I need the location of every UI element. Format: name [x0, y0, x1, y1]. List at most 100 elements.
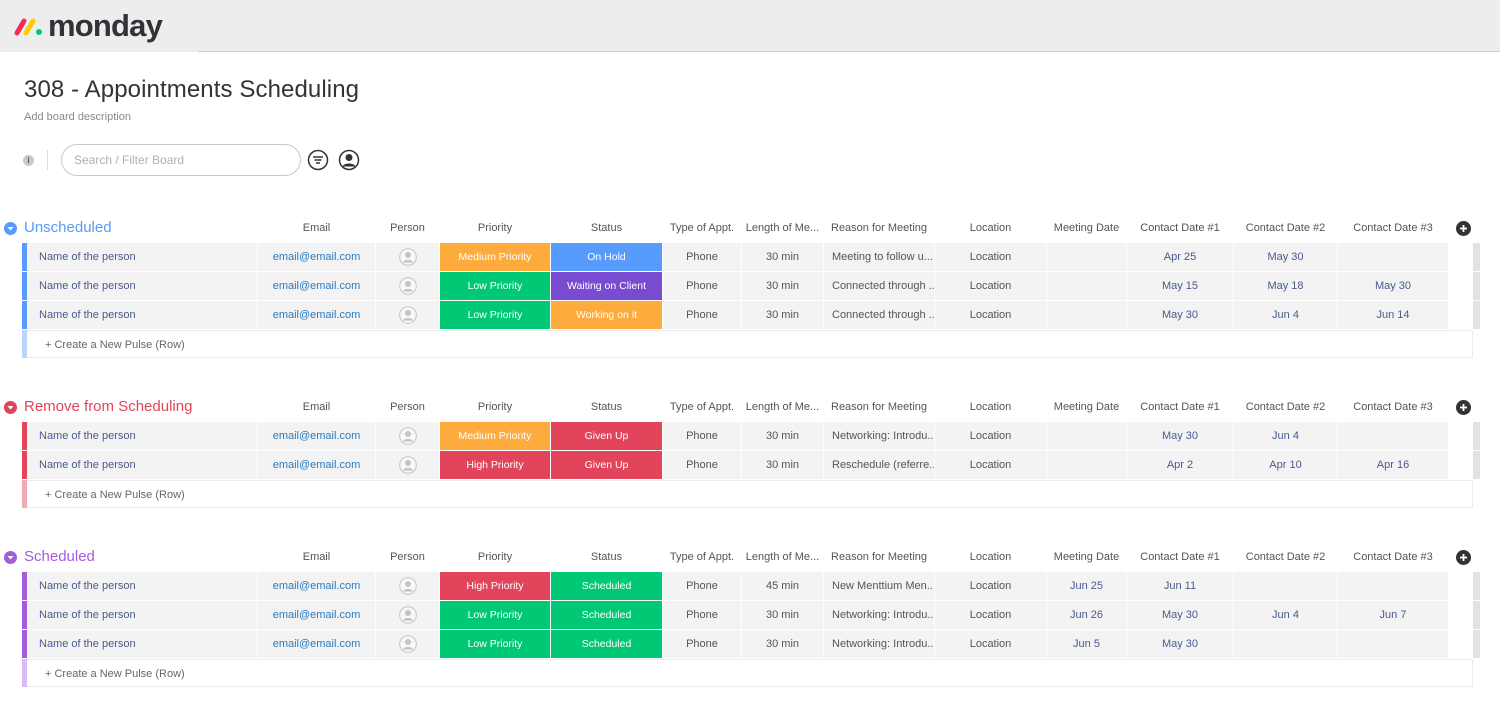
- length-cell[interactable]: 30 min: [742, 601, 823, 629]
- meeting-date-cell[interactable]: [1047, 422, 1126, 450]
- add-column-icon[interactable]: [1456, 221, 1471, 236]
- contact1-cell[interactable]: May 30: [1127, 301, 1233, 329]
- avatar-placeholder-icon[interactable]: [398, 427, 417, 445]
- add-column-icon[interactable]: [1456, 550, 1471, 565]
- contact1-cell[interactable]: Jun 11: [1127, 572, 1233, 600]
- group-title[interactable]: Scheduled: [24, 548, 95, 565]
- column-header[interactable]: Contact Date #2: [1245, 222, 1326, 234]
- column-header[interactable]: Contact Date #1: [1140, 551, 1220, 563]
- email-cell[interactable]: email@email.com: [258, 451, 375, 479]
- person-cell[interactable]: [376, 572, 439, 600]
- status-cell[interactable]: Given Up: [551, 451, 662, 479]
- collapse-group-icon[interactable]: [4, 551, 17, 564]
- table-row[interactable]: Name of the person email@email.com High Pr…: [0, 451, 1500, 480]
- board-title[interactable]: 308 - Appointments Scheduling: [24, 76, 360, 103]
- column-header[interactable]: Location: [969, 222, 1012, 234]
- add-column-icon[interactable]: [1456, 400, 1471, 415]
- contact2-cell[interactable]: Jun 4: [1234, 601, 1337, 629]
- email-cell[interactable]: email@email.com: [258, 272, 375, 300]
- email-cell[interactable]: email@email.com: [258, 601, 375, 629]
- email-cell[interactable]: email@email.com: [258, 630, 375, 658]
- contact2-cell[interactable]: May 18: [1234, 272, 1337, 300]
- priority-cell[interactable]: High Priority: [440, 451, 550, 479]
- person-cell[interactable]: [376, 422, 439, 450]
- table-row[interactable]: Name of the person email@email.com Low Pri…: [0, 272, 1500, 301]
- status-cell[interactable]: Working on it: [551, 301, 662, 329]
- pulse-name-cell[interactable]: Name of the person: [27, 601, 257, 629]
- contact1-cell[interactable]: Apr 25: [1127, 243, 1233, 271]
- collapse-group-icon[interactable]: [4, 401, 17, 414]
- person-cell[interactable]: [376, 630, 439, 658]
- type-cell[interactable]: Phone: [663, 272, 741, 300]
- create-new-pulse-row[interactable]: + Create a New Pulse (Row): [0, 480, 1500, 509]
- location-cell[interactable]: Location: [935, 601, 1046, 629]
- filter-icon[interactable]: [307, 149, 329, 171]
- length-cell[interactable]: 30 min: [742, 630, 823, 658]
- column-header[interactable]: Type of Appt.: [669, 401, 735, 413]
- avatar-placeholder-icon[interactable]: [398, 277, 417, 295]
- location-cell[interactable]: Location: [935, 572, 1046, 600]
- meeting-date-cell[interactable]: [1047, 451, 1126, 479]
- column-header[interactable]: Type of Appt.: [669, 222, 735, 234]
- status-cell[interactable]: On Hold: [551, 243, 662, 271]
- group-title[interactable]: Remove from Scheduling: [24, 398, 193, 415]
- status-cell[interactable]: Scheduled: [551, 630, 662, 658]
- column-header[interactable]: Person: [390, 222, 425, 234]
- create-new-pulse-input[interactable]: + Create a New Pulse (Row): [27, 659, 1473, 687]
- column-header[interactable]: Email: [302, 551, 331, 563]
- avatar-placeholder-icon[interactable]: [398, 577, 417, 595]
- avatar-placeholder-icon[interactable]: [398, 306, 417, 324]
- column-header[interactable]: Length of Me...: [745, 222, 820, 234]
- table-row[interactable]: Name of the person email@email.com Low Pri…: [0, 301, 1500, 330]
- meeting-date-cell[interactable]: Jun 5: [1047, 630, 1126, 658]
- column-header[interactable]: Contact Date #2: [1245, 401, 1326, 413]
- person-cell[interactable]: [376, 272, 439, 300]
- column-header[interactable]: Email: [302, 222, 331, 234]
- column-header[interactable]: Status: [590, 551, 623, 563]
- column-header[interactable]: Location: [969, 401, 1012, 413]
- email-cell[interactable]: email@email.com: [258, 572, 375, 600]
- length-cell[interactable]: 30 min: [742, 422, 823, 450]
- monday-logo[interactable]: monday: [14, 8, 163, 44]
- location-cell[interactable]: Location: [935, 272, 1046, 300]
- pulse-name-cell[interactable]: Name of the person: [27, 572, 257, 600]
- column-header[interactable]: Person: [390, 551, 425, 563]
- avatar-placeholder-icon[interactable]: [398, 635, 417, 653]
- column-header[interactable]: Meeting Date: [1053, 222, 1120, 234]
- search-input[interactable]: [61, 144, 301, 176]
- status-cell[interactable]: Given Up: [551, 422, 662, 450]
- pulse-name-cell[interactable]: Name of the person: [27, 272, 257, 300]
- avatar-placeholder-icon[interactable]: [398, 456, 417, 474]
- group-title[interactable]: Unscheduled: [24, 219, 112, 236]
- reason-cell[interactable]: Reschedule (referre...: [824, 451, 934, 479]
- column-header[interactable]: Contact Date #3: [1353, 222, 1433, 234]
- column-header[interactable]: Person: [390, 401, 425, 413]
- column-header[interactable]: Reason for Meeting: [831, 401, 927, 413]
- type-cell[interactable]: Phone: [663, 451, 741, 479]
- reason-cell[interactable]: New Menttium Men...: [824, 572, 934, 600]
- location-cell[interactable]: Location: [935, 451, 1046, 479]
- pulse-name-cell[interactable]: Name of the person: [27, 630, 257, 658]
- reason-cell[interactable]: Connected through ...: [824, 272, 934, 300]
- column-header[interactable]: Contact Date #1: [1140, 222, 1220, 234]
- email-cell[interactable]: email@email.com: [258, 301, 375, 329]
- contact2-cell[interactable]: [1234, 630, 1337, 658]
- info-icon[interactable]: i: [23, 155, 34, 166]
- status-cell[interactable]: Waiting on Client: [551, 272, 662, 300]
- contact2-cell[interactable]: Jun 4: [1234, 301, 1337, 329]
- person-cell[interactable]: [376, 301, 439, 329]
- column-header[interactable]: Meeting Date: [1053, 401, 1120, 413]
- meeting-date-cell[interactable]: Jun 25: [1047, 572, 1126, 600]
- pulse-name-cell[interactable]: Name of the person: [27, 301, 257, 329]
- status-cell[interactable]: Scheduled: [551, 601, 662, 629]
- contact3-cell[interactable]: May 30: [1338, 272, 1448, 300]
- status-cell[interactable]: Scheduled: [551, 572, 662, 600]
- contact1-cell[interactable]: May 30: [1127, 422, 1233, 450]
- avatar-placeholder-icon[interactable]: [398, 248, 417, 266]
- location-cell[interactable]: Location: [935, 630, 1046, 658]
- column-header[interactable]: Reason for Meeting: [831, 222, 927, 234]
- reason-cell[interactable]: Networking: Introdu...: [824, 630, 934, 658]
- reason-cell[interactable]: Connected through ...: [824, 301, 934, 329]
- contact3-cell[interactable]: Apr 16: [1338, 451, 1448, 479]
- meeting-date-cell[interactable]: [1047, 243, 1126, 271]
